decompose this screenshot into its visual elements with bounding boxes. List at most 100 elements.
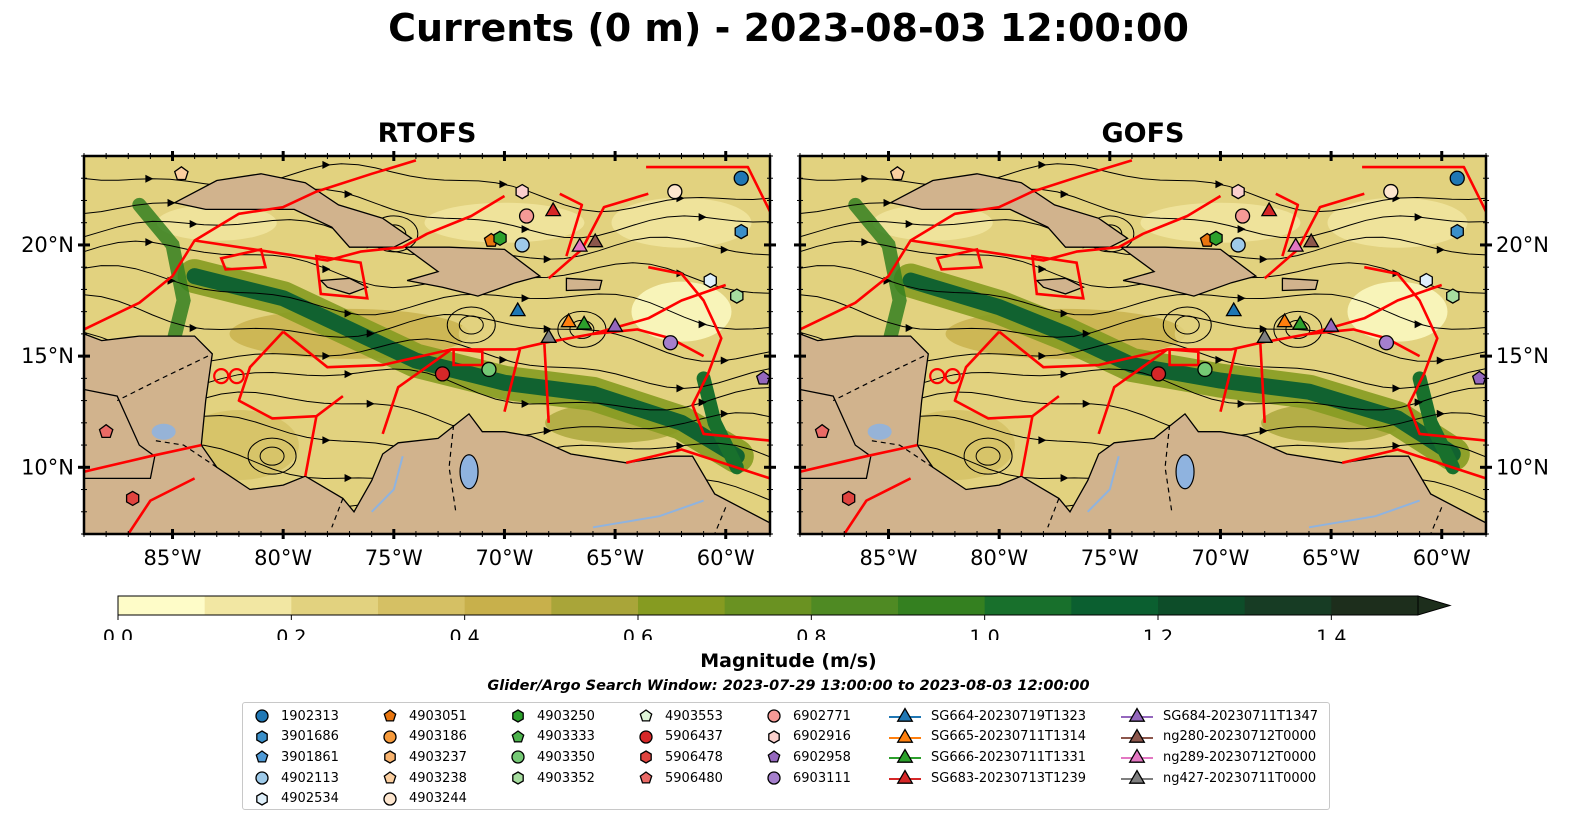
lake xyxy=(1175,454,1195,490)
streamline xyxy=(800,265,1486,330)
streamline-arrow xyxy=(1414,213,1423,222)
legend-marker-icon xyxy=(639,709,653,722)
streamline-arrow xyxy=(322,352,331,361)
lon-tick-label: 85°W xyxy=(144,546,202,570)
legend-label: 3901861 xyxy=(281,749,339,765)
legend-label: 4902534 xyxy=(281,791,339,807)
east-current xyxy=(1412,371,1460,475)
streamline-arrow xyxy=(1038,436,1047,445)
speed-patch xyxy=(611,197,752,248)
legend-marker-icon xyxy=(1121,707,1153,723)
country-border xyxy=(154,440,218,468)
legend-item: 4903350 xyxy=(509,747,595,768)
legend-label: 5906480 xyxy=(665,770,723,786)
eez-boundary xyxy=(1168,347,1200,367)
legend-column: SG664-20230719T1323 SG665-20230711T1314 SG… xyxy=(889,706,1086,788)
marker-4903244 xyxy=(667,183,683,200)
legend-marker xyxy=(896,769,914,784)
marker-4902534 xyxy=(1419,272,1433,289)
legend-item: 4902113 xyxy=(253,768,339,789)
legend-item: 4903352 xyxy=(509,768,595,789)
lon-tick-label: 65°W xyxy=(1302,546,1360,570)
streamline xyxy=(84,163,770,213)
colorbar-tick-label: 1.2 xyxy=(1143,626,1173,640)
eez-boundary xyxy=(648,265,770,442)
colorbar-tick-label: 1.0 xyxy=(970,626,1000,640)
lat-tick-label: 15°N xyxy=(1496,344,1549,368)
legend-column: 4903553 5906437 5906478 5906480 xyxy=(637,706,723,788)
search-window-text: Glider/Argo Search Window: 2023-07-29 13… xyxy=(487,678,1090,694)
eez-boundary xyxy=(228,368,245,385)
legend-label: ng427-20230711T0000 xyxy=(1163,770,1317,786)
streamline-arrow xyxy=(1237,399,1246,408)
marker-5906478 xyxy=(841,490,856,507)
eddy-streamline xyxy=(963,437,1013,475)
eez-boundary xyxy=(314,254,369,300)
country-border xyxy=(116,355,209,402)
legend-marker-icon xyxy=(767,709,781,723)
land-mass xyxy=(319,277,369,295)
streamline-arrow xyxy=(861,238,870,247)
streamline-arrow xyxy=(1060,370,1069,379)
streamline-arrow xyxy=(676,548,684,556)
colorbar-segment xyxy=(898,596,986,615)
streamline-arrow xyxy=(1038,160,1047,169)
lat-tick-label: 20°N xyxy=(1496,233,1549,257)
streamline-arrow xyxy=(344,309,353,318)
legend-item: SG664-20230719T1323 xyxy=(889,706,1086,727)
speed-patch xyxy=(1327,197,1468,248)
eez-boundary xyxy=(503,349,522,413)
streamline-arrow xyxy=(167,198,176,207)
streamline-arrow xyxy=(1060,473,1069,482)
river xyxy=(592,499,704,529)
river xyxy=(1086,455,1120,513)
colorbar-segment xyxy=(1244,596,1332,615)
eez-boundary xyxy=(1341,448,1486,480)
colorbar-segment xyxy=(984,596,1072,615)
legend-marker-icon xyxy=(640,750,652,765)
legend-marker xyxy=(383,730,397,744)
legend-marker xyxy=(511,750,525,765)
legend-item: 4903186 xyxy=(381,727,467,748)
streamline-arrow xyxy=(698,398,707,407)
lake xyxy=(459,454,479,490)
legend-label: SG666-20230711T1331 xyxy=(931,749,1087,765)
land-mass xyxy=(565,277,603,292)
legend-marker xyxy=(256,791,268,806)
legend-marker-icon xyxy=(256,791,268,806)
speed-patch xyxy=(1347,281,1448,342)
streamline-arrow xyxy=(1259,325,1268,334)
lon-tick-label: 60°W xyxy=(697,546,755,570)
marker-6903111 xyxy=(1378,335,1395,351)
streamline-arrow xyxy=(1436,245,1445,254)
marker-5906437 xyxy=(1150,366,1167,382)
streamline-arrow xyxy=(1215,355,1224,364)
marker-SG684 xyxy=(606,317,624,332)
colorbar-tick-label: 0.2 xyxy=(276,626,306,640)
eez-boundary xyxy=(282,283,727,369)
land-mass xyxy=(888,173,1129,248)
streamline-arrow xyxy=(861,174,870,183)
eez-boundary xyxy=(843,477,912,534)
marker-3901686 xyxy=(1450,223,1464,240)
lon-tick-label: 60°W xyxy=(1413,546,1471,570)
streamline-arrow xyxy=(1259,255,1268,264)
colorbar-segment xyxy=(464,596,552,615)
colorbar-segment xyxy=(378,596,466,615)
colorbar: 0.0 0.2 0.4 0.6 0.8 1.0 1.2 1.4 xyxy=(103,595,1452,640)
marker-5906480 xyxy=(98,423,114,439)
streamline-arrow xyxy=(676,441,685,450)
streamline-arrow xyxy=(499,355,508,364)
yucatan-current xyxy=(132,197,191,352)
eez-boundary xyxy=(1097,348,1169,435)
map-frame xyxy=(798,154,1488,536)
colorbar-segment xyxy=(551,596,639,615)
lon-tick-label: 75°W xyxy=(1081,546,1139,570)
legend-marker-icon xyxy=(255,750,269,764)
legend-marker xyxy=(767,750,781,764)
colorbar-tick-label: 0.6 xyxy=(623,626,653,640)
legend-marker xyxy=(255,771,269,785)
eddy-streamline xyxy=(458,315,484,335)
marker-1902313 xyxy=(733,170,749,186)
streamline-arrow xyxy=(720,356,729,365)
